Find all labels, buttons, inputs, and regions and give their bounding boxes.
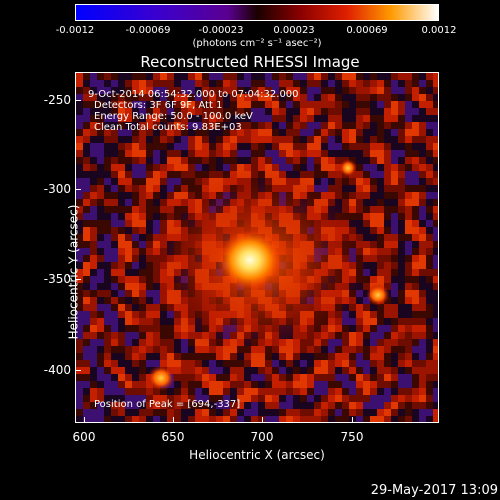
y-tick-label: -400 [43, 363, 71, 377]
x-tick-label: 600 [72, 430, 96, 444]
generation-date: 29-May-2017 13:09 [370, 483, 498, 498]
colorbar-tick-label: -0.00069 [125, 25, 171, 36]
colorbar-tick-label: 0.00069 [346, 25, 388, 36]
rhessi-image-pixels [76, 73, 438, 422]
x-tick-mark [352, 417, 353, 423]
x-axis-label: Heliocentric X (arcsec) [189, 448, 325, 462]
secondary-source [366, 284, 390, 306]
secondary-source [147, 365, 175, 391]
x-tick-label: 750 [340, 430, 364, 444]
colorbar-tick-label: 0.0012 [421, 25, 457, 36]
peak-source [218, 230, 282, 290]
x-tick-label: 700 [250, 430, 274, 444]
image-title: Reconstructed RHESSI Image [140, 53, 360, 71]
rhessi-image: 9-Oct-2014 06:54:32.000 to 07:04:32.000 … [75, 72, 439, 423]
info-energy: Energy Range: 50.0 - 100.0 keV [94, 111, 253, 122]
y-tick-mark [75, 100, 81, 101]
colorbar [75, 4, 439, 21]
y-tick-mark [75, 370, 81, 371]
x-tick-mark [173, 417, 174, 423]
x-tick-mark [262, 417, 263, 423]
info-peak-position: Position of Peak = [694,-337] [94, 399, 241, 410]
info-clean: Clean Total counts: 9.83E+03 [94, 122, 242, 133]
secondary-source [339, 159, 357, 177]
y-tick-mark [75, 189, 81, 190]
y-tick-label: -300 [43, 182, 71, 196]
x-tick-label: 650 [161, 430, 185, 444]
info-time: 9-Oct-2014 06:54:32.000 to 07:04:32.000 [88, 89, 299, 100]
y-tick-label: -250 [43, 93, 71, 107]
colorbar-tick-label: -0.00023 [198, 25, 244, 36]
colorbar-unit-label: (photons cm⁻² s⁻¹ asec⁻²) [192, 38, 322, 49]
colorbar-tick-label: -0.0012 [55, 25, 95, 36]
colorbar-gradient [76, 5, 438, 20]
y-tick-label: -350 [43, 272, 71, 286]
colorbar-tick-label: 0.00023 [273, 25, 315, 36]
info-detectors: Detectors: 3F 6F 9F, Att 1 [94, 100, 223, 111]
y-tick-mark [75, 279, 81, 280]
x-tick-mark [84, 417, 85, 423]
y-axis-label: Heliocentric Y (arcsec) [66, 204, 81, 340]
